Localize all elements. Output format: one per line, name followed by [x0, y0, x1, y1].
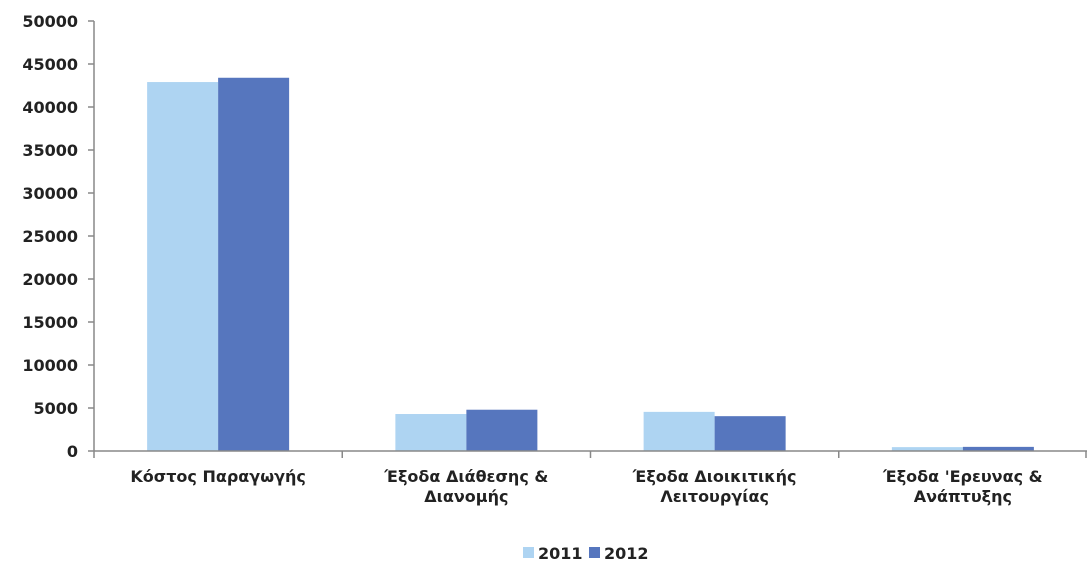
y-tick-label: 0 — [67, 442, 78, 461]
bar-2011-3 — [891, 447, 963, 451]
legend-swatch-2011 — [523, 547, 534, 558]
legend-swatch-2012 — [589, 547, 600, 558]
x-category-label-line: Έξοδα Διάθεσης & — [383, 467, 548, 486]
x-category-label: Κόστος Παραγωγής — [130, 467, 306, 486]
axes — [93, 21, 1087, 458]
x-category-label: Έξοδα Διοικιτικής Λειτουργίας — [632, 467, 797, 506]
bars — [147, 77, 1034, 451]
legend: 2011 2012 — [523, 544, 649, 563]
bar-2011-2 — [643, 411, 715, 451]
x-category-label: Έξοδα Διάθεσης & Διανομής — [383, 467, 548, 506]
y-tick-label: 50000 — [22, 12, 78, 31]
bar-2011-0 — [147, 82, 219, 451]
x-category-label-line: Ανάπτυξης — [914, 487, 1012, 506]
y-tick-label: 10000 — [22, 356, 78, 375]
y-tick-label: 30000 — [22, 184, 78, 203]
x-category-label-line: Έξοδα 'Ερευνας & — [882, 467, 1042, 486]
y-tick-label: 20000 — [22, 270, 78, 289]
bar-2012-2 — [714, 416, 786, 451]
y-axis-ticks: 0 5000 10000 15000 20000 25000 30000 35000 40000… — [22, 12, 94, 461]
y-tick-label: 40000 — [22, 98, 78, 117]
x-category-label-line: Κόστος Παραγωγής — [130, 467, 306, 486]
legend-label-2012: 2012 — [604, 544, 649, 563]
legend-label-2011: 2011 — [538, 544, 583, 563]
bar-2012-3 — [962, 446, 1034, 451]
y-tick-label: 5000 — [33, 399, 78, 418]
y-tick-label: 15000 — [22, 313, 78, 332]
bar-2011-1 — [395, 414, 467, 451]
y-tick-label: 25000 — [22, 227, 78, 246]
x-category-label-line: Διανομής — [424, 487, 508, 506]
x-category-label-line: Λειτουργίας — [660, 487, 769, 506]
bar-2012-1 — [466, 409, 538, 451]
x-axis-labels: Κόστος Παραγωγής Έξοδα Διάθεσης & Διανομής… — [130, 467, 1042, 506]
y-tick-label: 45000 — [22, 55, 78, 74]
x-category-label-line: Έξοδα Διοικιτικής — [632, 467, 797, 486]
x-category-label: Έξοδα 'Ερευνας & Ανάπτυξης — [882, 467, 1042, 506]
y-tick-label: 35000 — [22, 141, 78, 160]
bar-2012-0 — [218, 77, 290, 451]
